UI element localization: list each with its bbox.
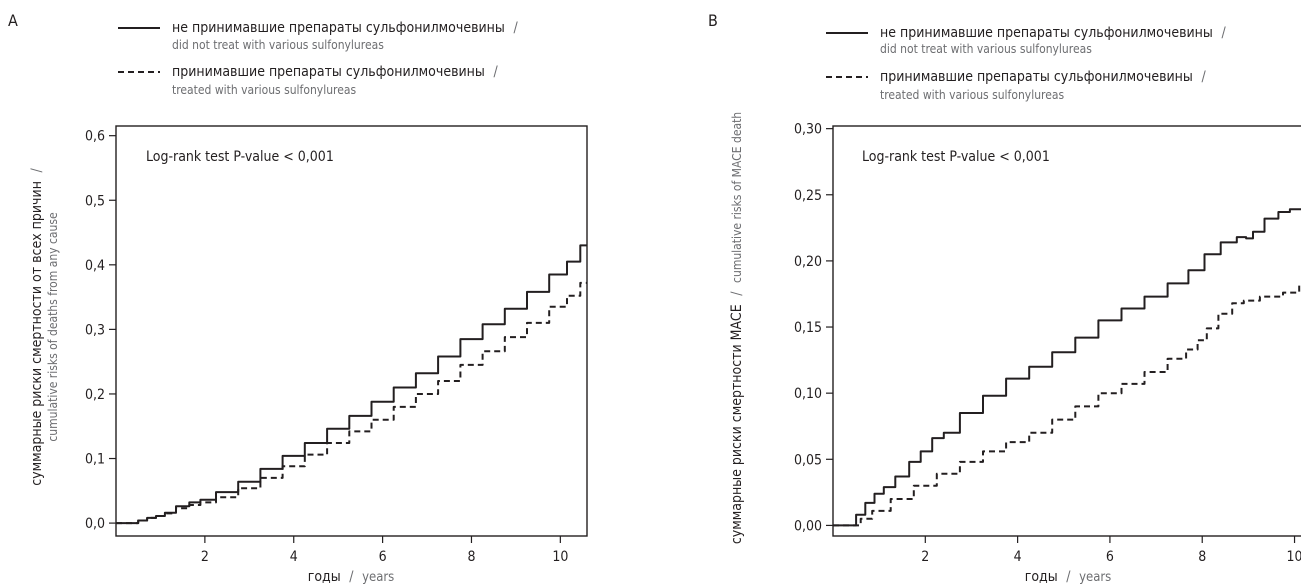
legend-dashed-en-b: treated with various sulfonylureas (880, 88, 1064, 102)
x-axis-label-a-slash: / (349, 569, 354, 585)
legend-solid-slash-b: / (1221, 25, 1226, 41)
x-tick-label-0-3: 8 (467, 549, 475, 565)
legend-dashed-ru: принимавшие препараты сульфонилмочевины (172, 64, 485, 80)
chart-panel-a: A не принимавшие препараты сульфонилмоче… (0, 0, 650, 587)
legend-solid-ru: не принимавшие препараты сульфонилмочеви… (172, 20, 505, 36)
series-group-a (116, 244, 587, 525)
y-tick-label-0-2: 0,2 (85, 387, 105, 403)
legend-solid-ru-b: не принимавшие препараты сульфонилмочеви… (880, 25, 1213, 41)
legend-solid-en-b: did not treat with various sulfonylureas (880, 42, 1092, 56)
y-tick-label-0-6: 0,6 (85, 129, 105, 145)
legend-solid-slash: / (513, 20, 518, 36)
plot-frame-a (115, 125, 588, 537)
x-axis-label-a-en: years (362, 570, 394, 585)
y-tick-label-0-4: 0,4 (85, 258, 105, 274)
panel-letter-b: B (708, 11, 718, 30)
y-tick-label-0-0: 0,0 (85, 516, 105, 532)
y-tick-label-1-6: 0,30 (794, 122, 822, 138)
plot-frame-b (832, 125, 1301, 537)
legend-dashed-text-b: принимавшие препараты сульфонилмочевины … (880, 66, 1206, 85)
x-tick-label-1-1: 4 (1014, 549, 1022, 565)
chart-panel-b: B не принимавшие препараты сульфонилмоче… (650, 0, 1301, 587)
y-tick-label-1-0: 0,00 (794, 518, 822, 534)
x-tick-label-1-4: 10 (1287, 549, 1301, 565)
legend-solid-text: не принимавшие препараты сульфонилмочеви… (172, 17, 518, 36)
x-axis-label-b-ru: годы (1025, 569, 1058, 585)
series-line-1-treated (833, 282, 1301, 527)
y-tick-label-0-1: 0,1 (85, 452, 105, 468)
legend-dashed-slash-b: / (1201, 69, 1206, 85)
series-line-0-treated (116, 281, 587, 525)
y-tick-label-1-5: 0,25 (794, 188, 822, 204)
legend-dashed-text: принимавшие препараты сульфонилмочевины … (172, 61, 498, 80)
series-line-1-untreated (833, 208, 1301, 527)
y-axis-label-b-slash: / (729, 291, 745, 296)
chart-a-svg: A не принимавшие препараты сульфонилмоче… (8, 11, 588, 585)
x-tick-label-0-1: 4 (290, 549, 298, 565)
x-axis-label-b-slash: / (1066, 569, 1071, 585)
legend-dashed-slash: / (493, 64, 498, 80)
y-tick-label-1-3: 0,15 (794, 320, 822, 336)
y-tick-label-1-4: 0,20 (794, 254, 822, 270)
y-axis-label-a-slash: / (29, 167, 45, 172)
y-axis-label-a-en: cumulative risks of deaths from any caus… (46, 212, 60, 442)
y-axis-label-a-ru: суммарные риски смертности от всех причи… (29, 181, 45, 486)
x-tick-label-1-0: 2 (921, 549, 929, 565)
x-tick-label-0-0: 2 (201, 549, 209, 565)
x-axis-label-a-ru: годы (308, 569, 341, 585)
chart-b-svg: B не принимавшие препараты сульфонилмоче… (708, 11, 1301, 585)
x-tick-label-1-3: 8 (1198, 549, 1206, 565)
axis-ticks-b: 0,00 0,05 0,10 0,15 0,20 0,25 0,30 2 4 6 8 10 (794, 122, 1301, 565)
x-axis-label-b: годы / years (1025, 566, 1112, 585)
panel-letter-a: A (8, 11, 18, 30)
y-axis-label-b-ru: суммарные риски смертности MACE (729, 304, 745, 544)
legend-dashed-ru-b: принимавшие препараты сульфонилмочевины (880, 69, 1193, 85)
y-tick-label-0-3: 0,3 (85, 322, 105, 338)
x-axis-label-b-en: years (1079, 570, 1111, 585)
legend-dashed-en: treated with various sulfonylureas (172, 83, 356, 97)
y-axis-label-b-line1: суммарные риски смертности MACE / cumula… (726, 112, 745, 544)
y-tick-label-0-5: 0,5 (85, 193, 105, 209)
y-axis-label-b-en1: cumulative risks of MACE death (730, 112, 744, 283)
logrank-annotation-a: Log-rank test P-value < 0,001 (146, 149, 334, 165)
x-tick-label-1-2: 6 (1106, 549, 1114, 565)
series-line-0-untreated (116, 244, 587, 525)
x-axis-label-a: годы / years (308, 566, 395, 585)
series-group-b (833, 208, 1301, 527)
axis-ticks-a: 0,0 0,1 0,2 0,3 0,4 0,5 0,6 2 4 6 8 10 (85, 129, 568, 565)
x-tick-label-0-4: 10 (552, 549, 568, 565)
y-tick-label-1-2: 0,10 (794, 386, 822, 402)
logrank-annotation-b: Log-rank test P-value < 0,001 (862, 149, 1050, 165)
y-tick-label-1-1: 0,05 (794, 452, 822, 468)
legend-solid-text-b: не принимавшие препараты сульфонилмочеви… (880, 22, 1226, 41)
y-axis-label-a-ru-line: суммарные риски смертности от всех причи… (26, 167, 45, 485)
legend-solid-en: did not treat with various sulfonylureas (172, 38, 384, 52)
x-tick-label-0-2: 6 (379, 549, 387, 565)
